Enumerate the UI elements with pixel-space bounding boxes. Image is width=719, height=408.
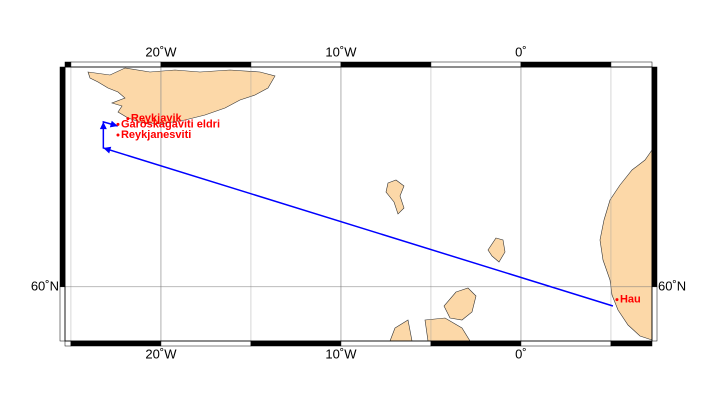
frame-segment	[70, 340, 162, 347]
station-marker	[615, 298, 619, 302]
station-label: Reykjavik	[131, 113, 183, 125]
iceland	[87, 67, 276, 125]
station-marker	[116, 122, 120, 126]
frame-segment	[59, 66, 66, 288]
station-label: Garðskagaviti eldri	[121, 118, 220, 130]
x-tick-label: 10˚W	[325, 346, 357, 361]
scotland	[389, 317, 471, 342]
orkney	[443, 287, 477, 321]
faroe-islands	[385, 179, 405, 215]
frame-segment	[250, 61, 342, 68]
station-marker	[116, 133, 120, 137]
frame-segment	[520, 340, 612, 347]
frame-segment	[651, 66, 658, 288]
y-tick-label: 60˚N	[31, 278, 59, 293]
route-line	[102, 120, 614, 307]
shetland	[487, 237, 506, 263]
frame-segment	[340, 340, 432, 347]
norway	[599, 149, 653, 341]
x-tick-label: 20˚W	[145, 44, 177, 59]
y-tick-label: 60˚N	[658, 278, 686, 293]
x-tick-label: 20˚W	[145, 346, 177, 361]
frame-segment	[430, 340, 522, 347]
land	[87, 67, 653, 342]
route-arrow	[103, 146, 112, 154]
station-label: Reykjanesviti	[121, 129, 191, 141]
x-tick-label: 10˚W	[325, 44, 357, 59]
frame-segment	[59, 286, 66, 342]
route-arrow	[99, 121, 107, 130]
frame-segment	[70, 61, 162, 68]
frame-segment	[64, 61, 72, 68]
frame-segment	[340, 61, 432, 68]
frame-border	[64, 66, 653, 342]
frame-segment	[610, 61, 653, 68]
frame-segment	[651, 286, 658, 342]
frame-segment	[160, 61, 252, 68]
frame-segment	[160, 340, 252, 347]
map-frame: 20˚W 20˚W 10˚W 10˚W 0˚ 0˚ 60˚N 60˚N	[31, 44, 686, 361]
x-tick-label: 0˚	[515, 346, 527, 361]
station-label: Hau	[620, 294, 641, 306]
x-tick-label: 0˚	[515, 44, 527, 59]
frame-segment	[610, 340, 653, 347]
frame-segment	[64, 340, 72, 347]
graticule	[65, 67, 652, 341]
frame-segment	[520, 61, 612, 68]
route-arrow	[109, 120, 118, 128]
frame-segment	[250, 340, 342, 347]
frame-segment	[430, 61, 522, 68]
station-marker	[126, 117, 130, 121]
